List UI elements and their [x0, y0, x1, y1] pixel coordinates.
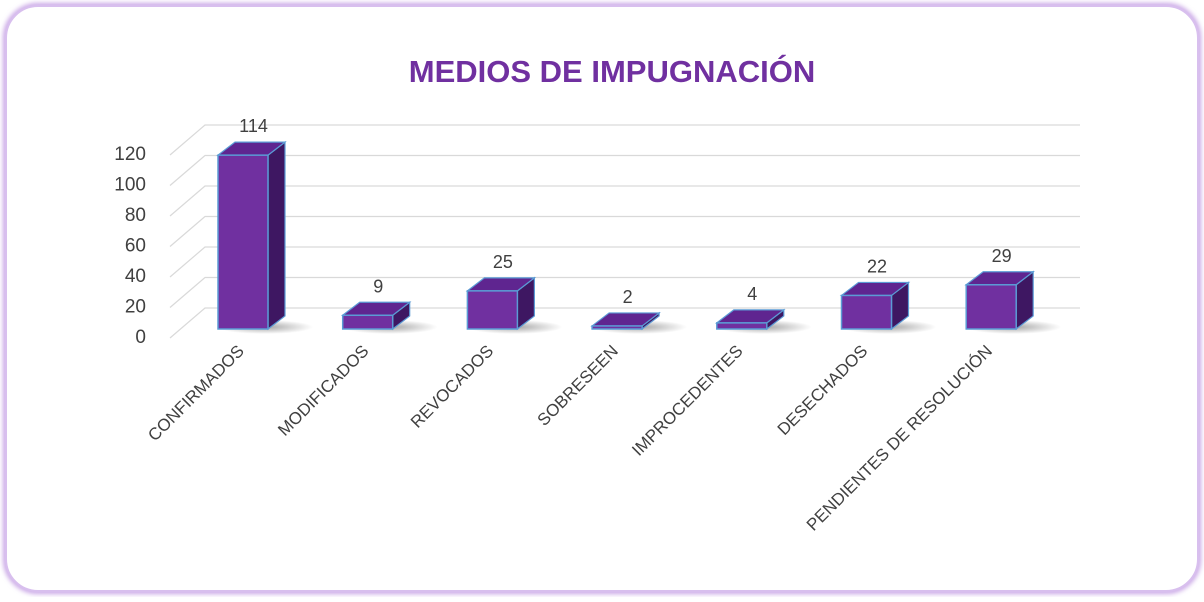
data-label: 22	[867, 256, 887, 276]
y-tick-label: 20	[125, 297, 146, 318]
grid-line	[169, 246, 1080, 278]
bar	[590, 311, 688, 334]
grid-line	[169, 276, 1080, 308]
bar-front	[716, 322, 768, 330]
bar-front	[591, 325, 643, 330]
data-label: 4	[747, 284, 757, 304]
bar-front	[341, 314, 394, 330]
y-tick-label: 0	[135, 327, 146, 348]
bar	[839, 281, 937, 334]
data-label: 25	[493, 252, 513, 272]
grid-line	[169, 215, 1080, 247]
y-tick-label: 40	[125, 266, 146, 287]
frame	[5, 5, 1199, 592]
data-label: 2	[623, 287, 633, 307]
grid	[169, 124, 1080, 339]
bar-front	[965, 284, 1017, 330]
bar-front	[840, 294, 893, 330]
data-label: 29	[992, 246, 1012, 266]
grid-line	[169, 154, 1080, 186]
grid-line	[169, 307, 1080, 339]
grid-line	[169, 185, 1080, 217]
bar	[715, 308, 812, 334]
data-label: 114	[239, 116, 268, 136]
data-label: 9	[373, 276, 383, 296]
bar	[964, 270, 1062, 334]
chart-title: MEDIOS DE IMPUGNACIÓN	[409, 53, 815, 89]
y-tick-label: 60	[125, 236, 146, 257]
bar	[465, 276, 563, 334]
y-tick-label: 120	[114, 144, 146, 165]
grid-line	[169, 124, 1080, 156]
y-tick-label: 80	[125, 205, 146, 226]
bar-front	[217, 154, 269, 330]
bar-front	[466, 290, 519, 330]
bar	[216, 140, 313, 334]
bars	[216, 140, 1062, 334]
bar	[340, 301, 438, 334]
y-tick-label: 100	[114, 175, 146, 196]
bar-side	[267, 140, 286, 331]
